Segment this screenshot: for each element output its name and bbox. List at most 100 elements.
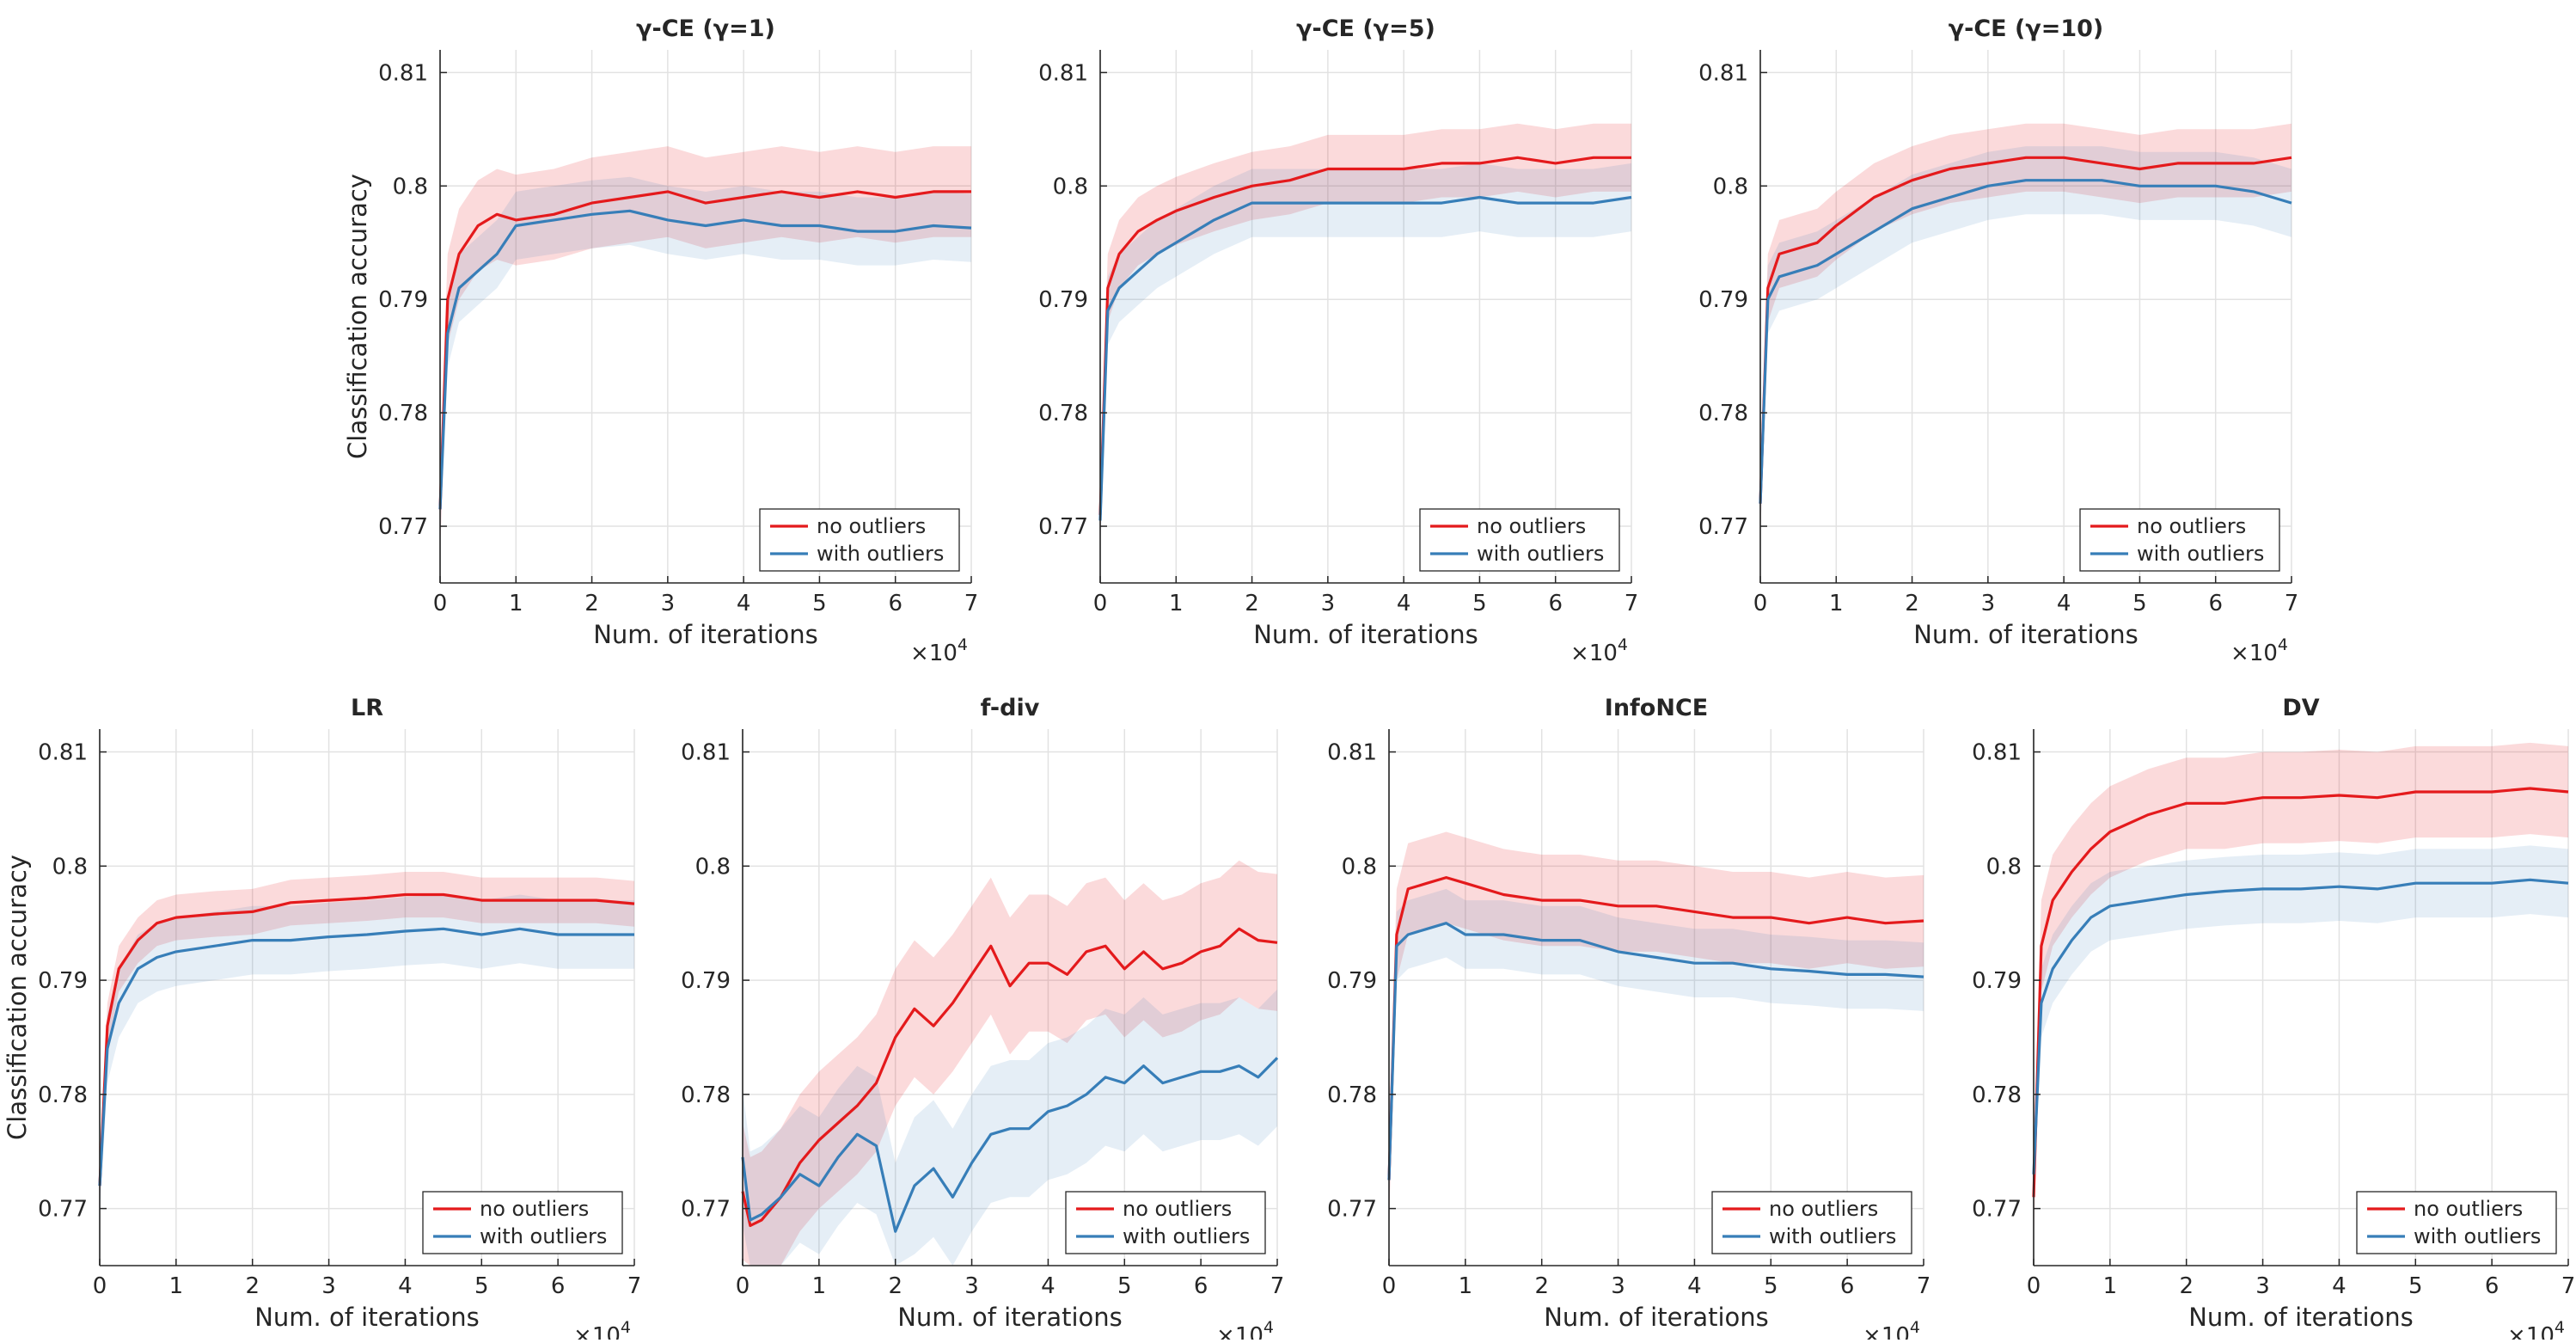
x-tick-label: 2 (1534, 1273, 1549, 1299)
y-tick-label: 0.77 (38, 1197, 88, 1223)
series-line-no-outliers (1387, 875, 1924, 1180)
plot-area (440, 50, 971, 583)
y-tick-label: 0.77 (1972, 1197, 2022, 1223)
x-tick-label: 6 (1840, 1273, 1855, 1299)
legend-box (2356, 1191, 2557, 1254)
plot-area (100, 729, 634, 1266)
legend-label-with-outliers: with outliers (817, 542, 944, 566)
x-tick-label: 7 (1917, 1273, 1931, 1299)
x-tick-label: 3 (1981, 591, 1996, 616)
x-axis-label: Num. of iterations (1544, 1303, 1769, 1332)
x-tick-label: 2 (245, 1273, 260, 1299)
x-tick-label: 4 (1041, 1273, 1055, 1299)
y-tick-label: 0.78 (1038, 401, 1088, 426)
plot-area (1100, 50, 1631, 583)
y-tick-label: 0.79 (681, 968, 731, 994)
x-tick-label: 2 (888, 1273, 903, 1299)
x-tick-label: 3 (1611, 1273, 1625, 1299)
x-tick-label: 0 (1382, 1273, 1397, 1299)
x-tick-label: 5 (2132, 591, 2147, 616)
x-tick-label: 7 (2285, 591, 2299, 616)
x-tick-label: 7 (627, 1273, 642, 1299)
x-axis-multiplier: ×104 (2230, 635, 2288, 666)
x-tick-label: 1 (509, 591, 523, 616)
x-tick-label: 2 (1905, 591, 1919, 616)
series-line-with-outliers (98, 927, 634, 1187)
subplot-5: 0 1 2 3 4 5 6 7 0.77 0.78 0.79 0.8 0.81 InfoNCE Num. o… (1327, 695, 1931, 1343)
x-axis-multiplier: ×104 (1216, 1318, 1274, 1340)
y-tick-label: 0.8 (1342, 854, 1377, 880)
x-axis-multiplier: ×104 (1863, 1318, 1920, 1340)
x-axis-multiplier: ×104 (1570, 635, 1628, 666)
x-tick-label: 5 (1472, 591, 1487, 616)
series-line-no-outliers (1098, 156, 1631, 515)
legend: no outliers with outliers (1711, 1191, 1912, 1254)
x-axis-multiplier: ×104 (910, 635, 968, 666)
series-line-no-outliers (438, 190, 971, 510)
x-tick-label: 3 (964, 1273, 979, 1299)
series-band-with-outliers (1760, 146, 2291, 538)
x-tick-label: 4 (1397, 591, 1411, 616)
subplot-0: 0 1 2 3 4 5 6 7 0.77 0.78 0.79 0.8 0.81 γ-CE (γ=1) Num… (343, 15, 978, 666)
series-line-no-outliers (741, 927, 1278, 1228)
y-tick-label: 0.78 (1327, 1082, 1377, 1108)
legend: no outliers with outliers (2079, 508, 2280, 572)
y-axis-label: Classification accuracy (343, 174, 372, 459)
series-band-no-outliers (743, 860, 1277, 1266)
plot-area (2034, 729, 2568, 1266)
x-tick-label: 1 (2103, 1273, 2118, 1299)
y-tick-label: 0.81 (1698, 60, 1748, 86)
legend-box (1711, 1191, 1912, 1254)
y-tick-label: 0.77 (378, 514, 428, 540)
x-tick-label: 1 (169, 1273, 184, 1299)
x-tick-label: 1 (1169, 591, 1184, 616)
x-axis-multiplier: ×104 (573, 1318, 631, 1340)
x-tick-label: 0 (1093, 591, 1108, 616)
x-tick-label: 5 (1117, 1273, 1132, 1299)
series-band-no-outliers (1760, 123, 2291, 538)
legend: no outliers with outliers (1419, 508, 1620, 572)
x-tick-label: 2 (2179, 1273, 2194, 1299)
series-line-no-outliers (1759, 156, 2292, 504)
series-band-no-outliers (1100, 123, 1631, 549)
series-line-with-outliers (438, 209, 972, 510)
series-line-no-outliers (98, 892, 635, 1187)
y-tick-label: 0.8 (695, 854, 731, 880)
x-tick-label: 0 (1753, 591, 1768, 616)
series-line-with-outliers (1387, 922, 1924, 1180)
y-tick-label: 0.81 (681, 740, 731, 766)
subplot-title: LR (351, 695, 383, 721)
x-axis-multiplier: ×104 (2507, 1318, 2565, 1340)
y-tick-label: 0.79 (1327, 968, 1377, 994)
x-tick-label: 4 (398, 1273, 413, 1299)
legend-label-no-outliers: no outliers (817, 514, 926, 538)
y-tick-label: 0.8 (393, 174, 428, 199)
legend: no outliers with outliers (2356, 1191, 2557, 1254)
y-tick-label: 0.79 (1038, 287, 1088, 313)
y-tick-label: 0.77 (681, 1197, 731, 1223)
subplot-2: 0 1 2 3 4 5 6 7 0.77 0.78 0.79 0.8 0.81 γ-CE (γ=10) Nu… (1698, 15, 2298, 666)
x-tick-label: 5 (474, 1273, 489, 1299)
plot-area (743, 729, 1277, 1266)
legend-label-with-outliers: with outliers (1477, 542, 1604, 566)
y-tick-label: 0.78 (1972, 1082, 2022, 1108)
x-tick-label: 0 (433, 591, 448, 616)
y-tick-label: 0.77 (1327, 1197, 1377, 1223)
series-line-no-outliers (2032, 787, 2569, 1198)
legend-label-no-outliers: no outliers (1769, 1197, 1878, 1221)
series-line-with-outliers (1759, 179, 2292, 504)
x-tick-label: 3 (2255, 1273, 2270, 1299)
series-line-with-outliers (741, 1057, 1279, 1233)
legend-label-no-outliers: no outliers (480, 1197, 589, 1221)
y-axis-label: Classification accuracy (3, 855, 32, 1140)
y-tick-label: 0.77 (1698, 514, 1748, 540)
subplot-title: f-div (981, 695, 1040, 721)
plot-area (1760, 50, 2291, 583)
x-tick-label: 6 (1194, 1273, 1208, 1299)
x-tick-label: 3 (1321, 591, 1336, 616)
subplot-title: InfoNCE (1605, 695, 1708, 721)
x-axis-label: Num. of iterations (1253, 620, 1478, 649)
legend-box (1419, 508, 1620, 572)
legend-label-no-outliers: no outliers (1477, 514, 1586, 538)
